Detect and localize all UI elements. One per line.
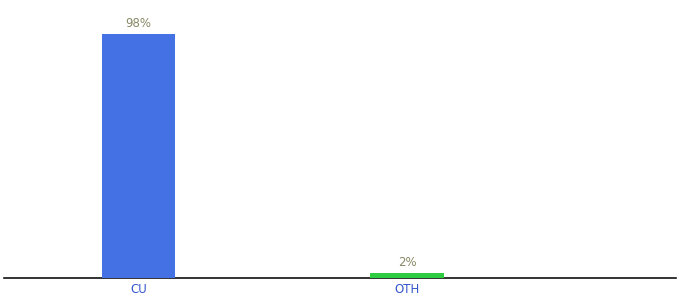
Bar (370, 273, 444, 278)
Bar (101, 34, 175, 278)
Text: 2%: 2% (398, 256, 416, 269)
Text: 98%: 98% (126, 17, 152, 30)
